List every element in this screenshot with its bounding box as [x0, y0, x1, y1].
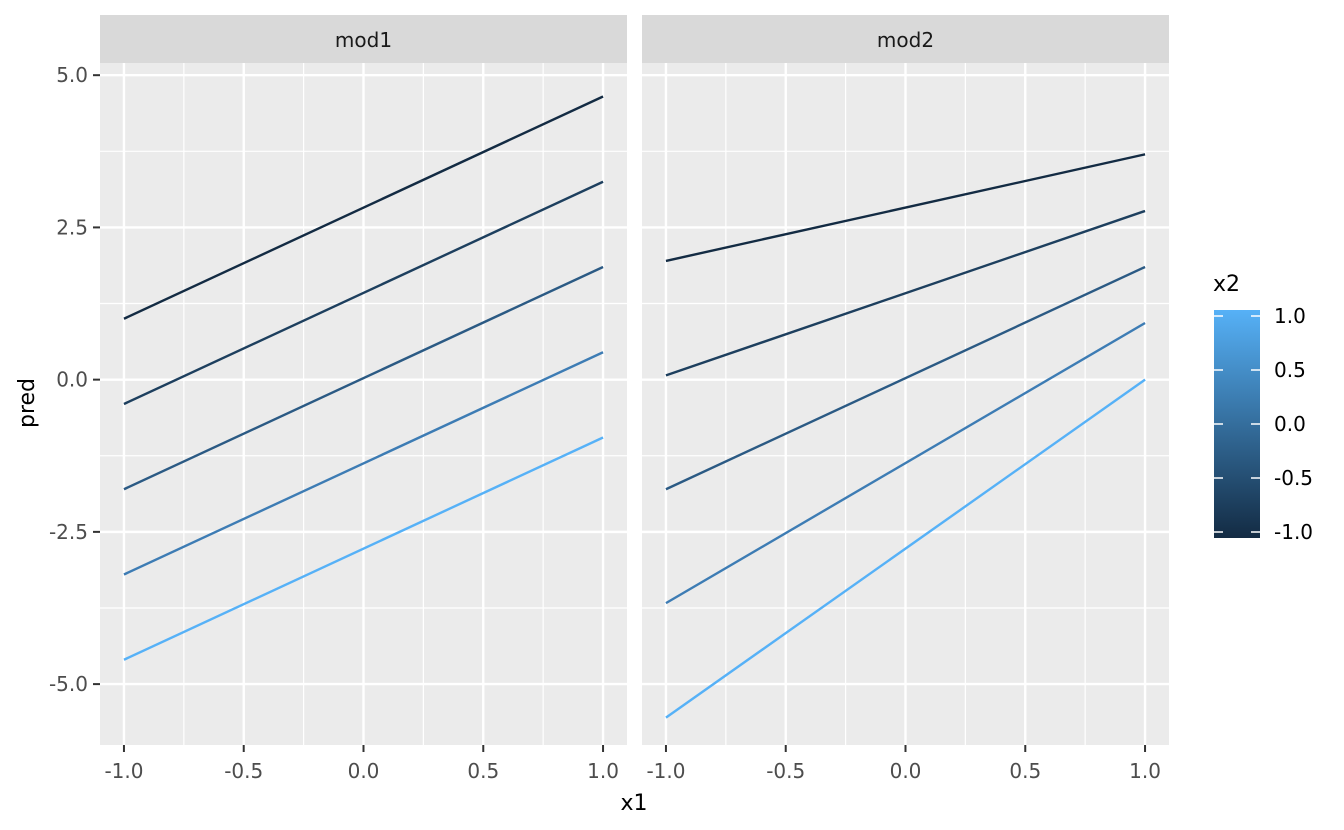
- color-legend: x2 1.0 0.5 0.0 -0.5 -1.0: [1213, 272, 1313, 544]
- y-tick-label: -2.5: [49, 520, 88, 544]
- x-tick-label: -0.5: [766, 759, 805, 783]
- y-tick-label: 0.0: [56, 368, 88, 392]
- series-line-x2-0: [123, 265, 604, 491]
- series-line-x2-1: [665, 378, 1146, 719]
- series-line-x2-0_5: [123, 351, 604, 576]
- series-line-x2-1: [123, 436, 604, 661]
- y-axis-title: pred: [15, 378, 40, 428]
- strip-background: [100, 15, 627, 63]
- strip-label: mod2: [877, 28, 934, 52]
- legend-ticks: 1.0 0.5 0.0 -0.5 -1.0: [1214, 304, 1313, 544]
- x-tick-label: -0.5: [224, 759, 263, 783]
- legend-label: -1.0: [1274, 520, 1313, 544]
- x-axis-title: x1: [620, 791, 647, 816]
- x-axis-mod2: -1.0 -0.5 0.0 0.5 1.0: [646, 745, 1161, 783]
- y-tick-label: 2.5: [56, 215, 88, 239]
- series-line-x2-0: [665, 265, 1146, 491]
- panel-mod1: mod1: [100, 15, 627, 745]
- x-tick-label: 0.5: [467, 759, 499, 783]
- series-line-x2-neg1: [123, 95, 604, 320]
- x-tick-label: 0.5: [1009, 759, 1041, 783]
- strip-background: [642, 15, 1169, 63]
- y-axis: 5.0 2.5 0.0 -2.5 -5.0: [49, 63, 100, 696]
- y-tick-label: 5.0: [56, 63, 88, 87]
- series-line-x2-neg0_5: [665, 209, 1146, 377]
- legend-label: 0.5: [1274, 358, 1306, 382]
- x-tick-label: 0.0: [348, 759, 380, 783]
- x-tick-label: 0.0: [890, 759, 922, 783]
- legend-title: x2: [1213, 272, 1240, 297]
- series-line-x2-neg1: [665, 153, 1146, 263]
- series-line-x2-neg0_5: [123, 180, 604, 406]
- x-tick-label: 1.0: [1129, 759, 1161, 783]
- legend-label: 0.0: [1274, 412, 1306, 436]
- x-axes: -1.0 -0.5 0.0 0.5 1.0 -1.0 -0.5 0.0 0.5 1.0: [104, 745, 1161, 783]
- x-tick-label: -1.0: [646, 759, 685, 783]
- panel-mod2: mod2: [642, 15, 1169, 745]
- legend-label: -0.5: [1274, 466, 1313, 490]
- x-tick-label: -1.0: [104, 759, 143, 783]
- legend-label: 1.0: [1274, 304, 1306, 328]
- x-tick-label: 1.0: [587, 759, 619, 783]
- strip-label: mod1: [335, 28, 392, 52]
- series-line-x2-0_5: [665, 321, 1146, 605]
- x-axis-mod1: -1.0 -0.5 0.0 0.5 1.0: [104, 745, 619, 783]
- panels: mod1 mod2: [100, 15, 1169, 745]
- y-tick-label: -5.0: [49, 672, 88, 696]
